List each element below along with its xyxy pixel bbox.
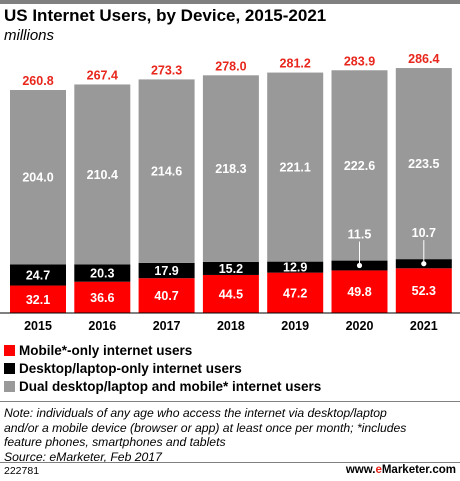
data-label-desktop-2021: 10.7	[412, 226, 436, 240]
data-label-mobile-2015: 32.1	[26, 293, 50, 307]
callout-dot-desktop-2021	[421, 261, 427, 267]
data-label-dual-2015: 204.0	[22, 171, 53, 185]
data-label-dual-2017: 214.6	[151, 165, 182, 179]
data-label-desktop-2019: 12.9	[283, 261, 307, 275]
bar-mobile-2016	[74, 281, 131, 313]
chart-id: 222781	[4, 465, 40, 477]
legend-label-desktop: Desktop/laptop-only internet users	[19, 361, 242, 376]
legend-swatch-desktop	[4, 363, 15, 374]
data-label-desktop-2016: 20.3	[90, 267, 114, 281]
x-tick-label-2015: 2015	[24, 319, 52, 333]
x-tick-label-2017: 2017	[153, 319, 181, 333]
x-tick-label-2018: 2018	[217, 319, 245, 333]
chart-title: US Internet Users, by Device, 2015-2021	[4, 6, 327, 25]
brand-prefix: www.	[345, 464, 376, 476]
data-label-dual-2021: 223.5	[408, 157, 439, 171]
data-label-desktop-2018: 15.2	[219, 262, 243, 276]
data-label-desktop-2015: 24.7	[26, 268, 50, 282]
emarketer-logo[interactable]: www.eMarketer.com	[346, 464, 456, 476]
data-label-mobile-2019: 47.2	[283, 286, 307, 300]
bar-dual-2018	[202, 75, 259, 262]
footer-divider	[0, 462, 460, 463]
note-divider	[0, 401, 460, 402]
brand-accent: e	[375, 464, 382, 476]
data-label-dual-2018: 218.3	[215, 162, 246, 176]
chart-subtitle: millions	[4, 27, 55, 44]
data-label-dual-2020: 222.6	[344, 159, 375, 173]
bar-mobile-2019	[267, 272, 324, 313]
note-source: Source: eMarketer, Feb 2017	[4, 449, 162, 464]
bar-desktop-2017	[138, 262, 195, 279]
x-tick-label-2019: 2019	[281, 319, 309, 333]
bar-mobile-2021	[395, 268, 452, 313]
callout-dot-desktop-2020	[356, 262, 363, 269]
bar-mobile-2015	[10, 285, 66, 313]
bar-dual-2019	[267, 72, 324, 262]
bar-mobile-2018	[202, 274, 259, 313]
data-label-mobile-2018: 44.5	[219, 287, 243, 301]
legend-label-dual: Dual desktop/laptop and mobile* internet…	[19, 379, 322, 394]
total-label-2015: 260.8	[22, 74, 53, 88]
data-label-desktop-2020: 11.5	[348, 228, 372, 242]
data-label-dual-2016: 210.4	[87, 168, 118, 182]
legend-label-mobile: Mobile*-only internet users	[19, 343, 193, 358]
legend-swatch-mobile	[4, 345, 15, 356]
note-line-2: and/or a mobile device (browser or app) …	[4, 420, 407, 435]
x-tick-label-2016: 2016	[88, 319, 116, 333]
total-label-2019: 281.2	[280, 57, 311, 71]
bar-desktop-2019	[267, 261, 324, 273]
bar-mobile-2020	[331, 270, 388, 313]
x-tick-label-2020: 2020	[346, 319, 374, 333]
data-label-dual-2019: 221.1	[280, 161, 311, 175]
legend-item-mobile: Mobile*-only internet users	[4, 343, 192, 358]
legend-item-desktop: Desktop/laptop-only internet users	[4, 361, 242, 376]
total-label-2017: 273.3	[151, 63, 182, 77]
bar-desktop-2018	[202, 261, 259, 275]
total-label-2020: 283.9	[344, 54, 375, 68]
note-line-3: feature phones, smartphones and tablets	[4, 435, 226, 450]
data-label-mobile-2021: 52.3	[412, 284, 436, 298]
data-label-mobile-2016: 36.6	[90, 291, 114, 305]
top-border	[0, 0, 460, 4]
total-label-2016: 267.4	[87, 68, 118, 82]
bar-desktop-2015	[10, 264, 66, 286]
bar-desktop-2016	[74, 264, 131, 282]
bar-dual-2021	[395, 68, 452, 260]
bar-dual-2017	[138, 79, 195, 263]
legend-swatch-dual	[4, 381, 15, 392]
data-label-desktop-2017: 17.9	[154, 264, 178, 278]
total-label-2018: 278.0	[215, 59, 246, 73]
bar-dual-2020	[331, 70, 388, 261]
data-label-mobile-2020: 49.8	[347, 285, 371, 299]
note-line-1: Note: individuals of any age who access …	[4, 406, 387, 420]
bar-mobile-2017	[138, 278, 195, 313]
bar-dual-2016	[74, 84, 131, 265]
brand-suffix: Marketer.com	[381, 464, 456, 476]
chart-note: Note: individuals of any age who access …	[4, 406, 459, 464]
total-label-2021: 286.4	[408, 52, 439, 66]
stacked-bar-chart: 32.1 24.7 204.0 260.8 2015 36.6 20.3 210.4 267.4…	[0, 52, 460, 333]
bar-dual-2015	[10, 90, 66, 265]
legend-item-dual: Dual desktop/laptop and mobile* internet…	[4, 379, 321, 394]
data-label-mobile-2017: 40.7	[154, 289, 178, 303]
x-tick-label-2021: 2021	[410, 319, 438, 333]
